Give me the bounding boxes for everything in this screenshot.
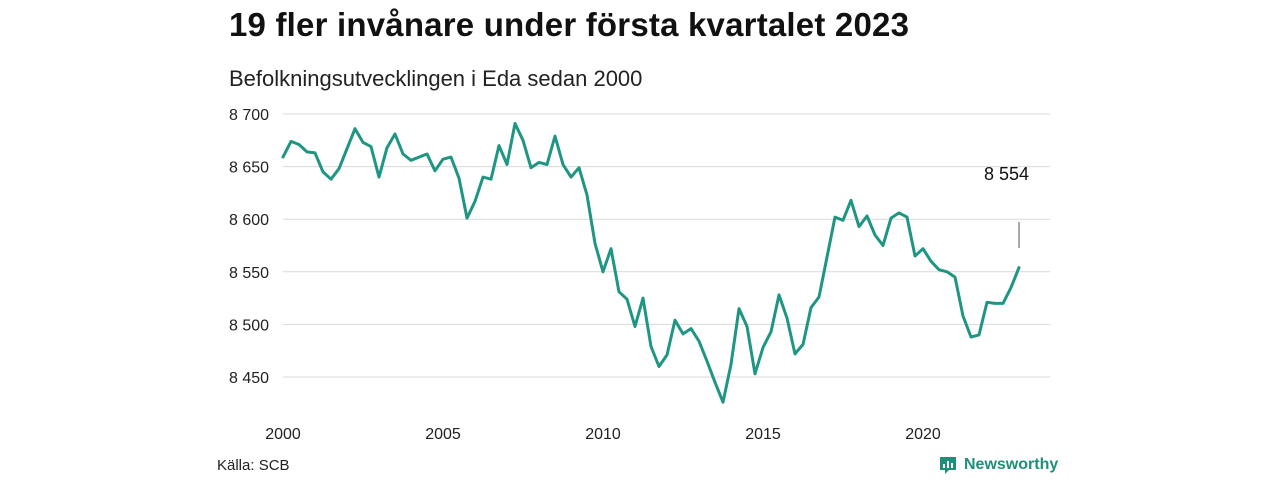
brand-name: Newsworthy: [964, 456, 1059, 473]
x-tick-label: 2010: [585, 426, 621, 443]
chart-subtitle: Befolkningsutvecklingen i Eda sedan 2000: [229, 66, 643, 91]
y-tick-label: 8 700: [229, 107, 269, 124]
x-tick-label: 2000: [265, 426, 301, 443]
y-tick-label: 8 600: [229, 212, 269, 229]
source-note: Källa: SCB: [217, 457, 290, 474]
x-axis-tick-labels: 2000 2005 2010 2015 2020: [265, 426, 941, 443]
x-tick-label: 2015: [745, 426, 781, 443]
gridlines: [283, 113, 1050, 378]
y-tick-label: 8 650: [229, 160, 269, 177]
brand-logo[interactable]: Newsworthy: [938, 455, 1058, 475]
y-axis-tick-labels: 8 450 8 500 8 550 8 600 8 650 8 700: [229, 107, 269, 387]
x-tick-label: 2020: [905, 426, 941, 443]
newsworthy-logo-icon: [940, 457, 956, 474]
chart-title: 19 fler invånare under första kvartalet …: [229, 6, 910, 43]
y-tick-label: 8 450: [229, 370, 269, 387]
end-value-label: 8 554: [984, 164, 1029, 184]
x-tick-label: 2005: [425, 426, 461, 443]
y-tick-label: 8 550: [229, 265, 269, 282]
population-series-line: [281, 122, 1021, 404]
y-tick-label: 8 500: [229, 317, 269, 334]
